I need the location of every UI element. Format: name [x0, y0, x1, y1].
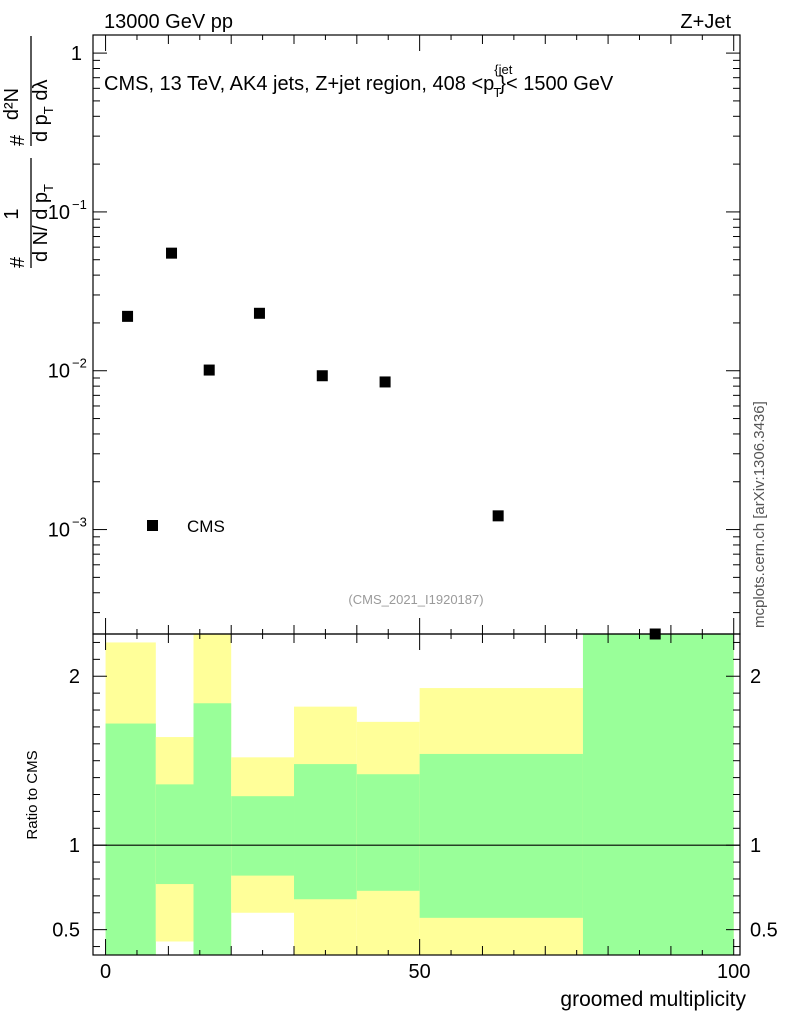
- ratio-green-band-2: [193, 703, 232, 955]
- main-y-tick-label-0: 1: [71, 43, 82, 65]
- y-label-frac2-den: d pT dλ: [30, 80, 56, 142]
- ratio-y-label: Ratio to CMS: [24, 750, 41, 839]
- data-point-3: [253, 307, 265, 319]
- data-point-1: [166, 247, 178, 259]
- data-point-7: [649, 628, 661, 640]
- x-tick-label-0: 0: [100, 961, 111, 983]
- ratio-y-tick-label-right-1: 1: [750, 835, 761, 857]
- ratio-y-tick-label-right-2: 2: [750, 666, 761, 688]
- main-y-tick-exponent-1: −1: [72, 197, 87, 212]
- title-subscript: T: [493, 85, 501, 100]
- data-point-4: [316, 370, 328, 382]
- legend-label: CMS: [187, 517, 225, 536]
- main-y-tick-label-2: 10: [48, 361, 70, 383]
- main-y-tick-label-1: 10: [48, 202, 70, 224]
- ratio-green-band-7: [582, 634, 734, 955]
- analysis-id: (CMS_2021_I1920187): [348, 592, 483, 607]
- ratio-y-tick-label-2: 2: [69, 666, 80, 688]
- ratio-band-group: [105, 634, 734, 955]
- title-tail: }< 1500 GeV: [499, 73, 614, 95]
- y-label-frac-den: d N/ d pT: [30, 184, 56, 262]
- title-superscript: {jet: [494, 62, 512, 77]
- ratio-green-band-3: [231, 796, 295, 876]
- x-tick-label-2: 100: [717, 961, 750, 983]
- main-y-tick-label-3: 10: [48, 520, 70, 542]
- ratio-green-band-0: [105, 723, 156, 955]
- ratio-y-tick-label-right-0: 0.5: [750, 920, 778, 942]
- y-axis-label: # 1 d N/ d pT # d²N d pT dλ: [1, 36, 56, 268]
- plot-title: CMS, 13 TeV, AK4 jets, Z+jet region, 408…: [104, 62, 614, 100]
- watermark: mcplots.cern.ch [arXiv:1306.3436]: [751, 401, 768, 628]
- axis-ticks: [93, 35, 740, 955]
- ratio-green-band-5: [356, 774, 420, 891]
- y-label-frac2-num: d²N: [1, 88, 23, 120]
- main-y-tick-exponent-2: −2: [72, 356, 87, 371]
- data-point-5: [379, 376, 391, 388]
- y-label-hash-2: #: [7, 134, 29, 146]
- y-label-hash: #: [7, 256, 29, 268]
- data-point-0: [122, 310, 134, 322]
- data-markers: [122, 247, 661, 640]
- ratio-y-tick-label-1: 1: [69, 835, 80, 857]
- ratio-y-tick-label-0: 0.5: [52, 920, 80, 942]
- data-point-2: [203, 364, 215, 376]
- ratio-green-band-6: [419, 753, 583, 918]
- energy-label: 13000 GeV pp: [104, 11, 233, 33]
- legend-marker: [147, 520, 158, 531]
- ratio-green-band-1: [155, 784, 194, 885]
- x-axis-label: groomed multiplicity: [560, 988, 746, 1011]
- process-label: Z+Jet: [680, 11, 731, 33]
- ratio-green-band-4: [294, 764, 357, 900]
- data-point-6: [492, 510, 504, 522]
- x-tick-label-1: 50: [409, 961, 431, 983]
- y-label-frac-num: 1: [1, 208, 23, 219]
- main-plot-frame: [92, 34, 741, 635]
- main-y-tick-exponent-3: −3: [72, 515, 87, 530]
